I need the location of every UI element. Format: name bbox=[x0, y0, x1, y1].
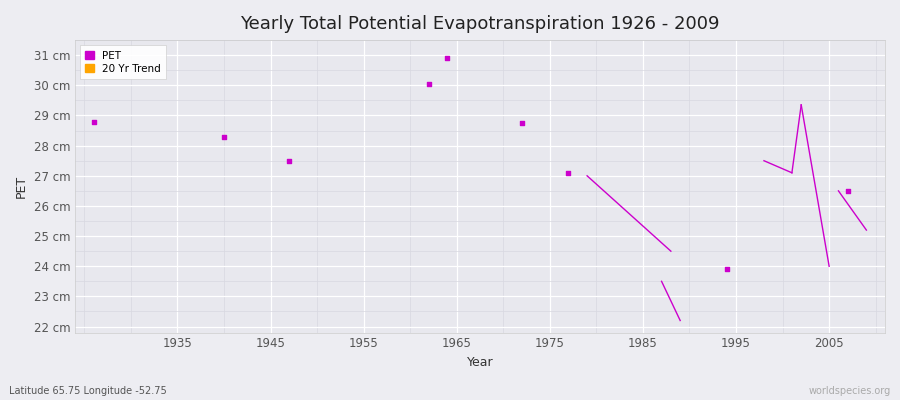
Y-axis label: PET: PET bbox=[15, 175, 28, 198]
Point bbox=[440, 55, 454, 62]
Point bbox=[515, 120, 529, 126]
Legend: PET, 20 Yr Trend: PET, 20 Yr Trend bbox=[80, 45, 166, 79]
Point bbox=[841, 188, 855, 194]
Point bbox=[562, 170, 576, 176]
Point bbox=[282, 158, 296, 164]
Text: worldspecies.org: worldspecies.org bbox=[809, 386, 891, 396]
Title: Yearly Total Potential Evapotranspiration 1926 - 2009: Yearly Total Potential Evapotranspiratio… bbox=[240, 15, 720, 33]
Point bbox=[421, 81, 436, 87]
Point bbox=[217, 133, 231, 140]
Point bbox=[719, 266, 733, 272]
Point bbox=[86, 118, 101, 125]
Text: Latitude 65.75 Longitude -52.75: Latitude 65.75 Longitude -52.75 bbox=[9, 386, 166, 396]
X-axis label: Year: Year bbox=[467, 356, 493, 369]
